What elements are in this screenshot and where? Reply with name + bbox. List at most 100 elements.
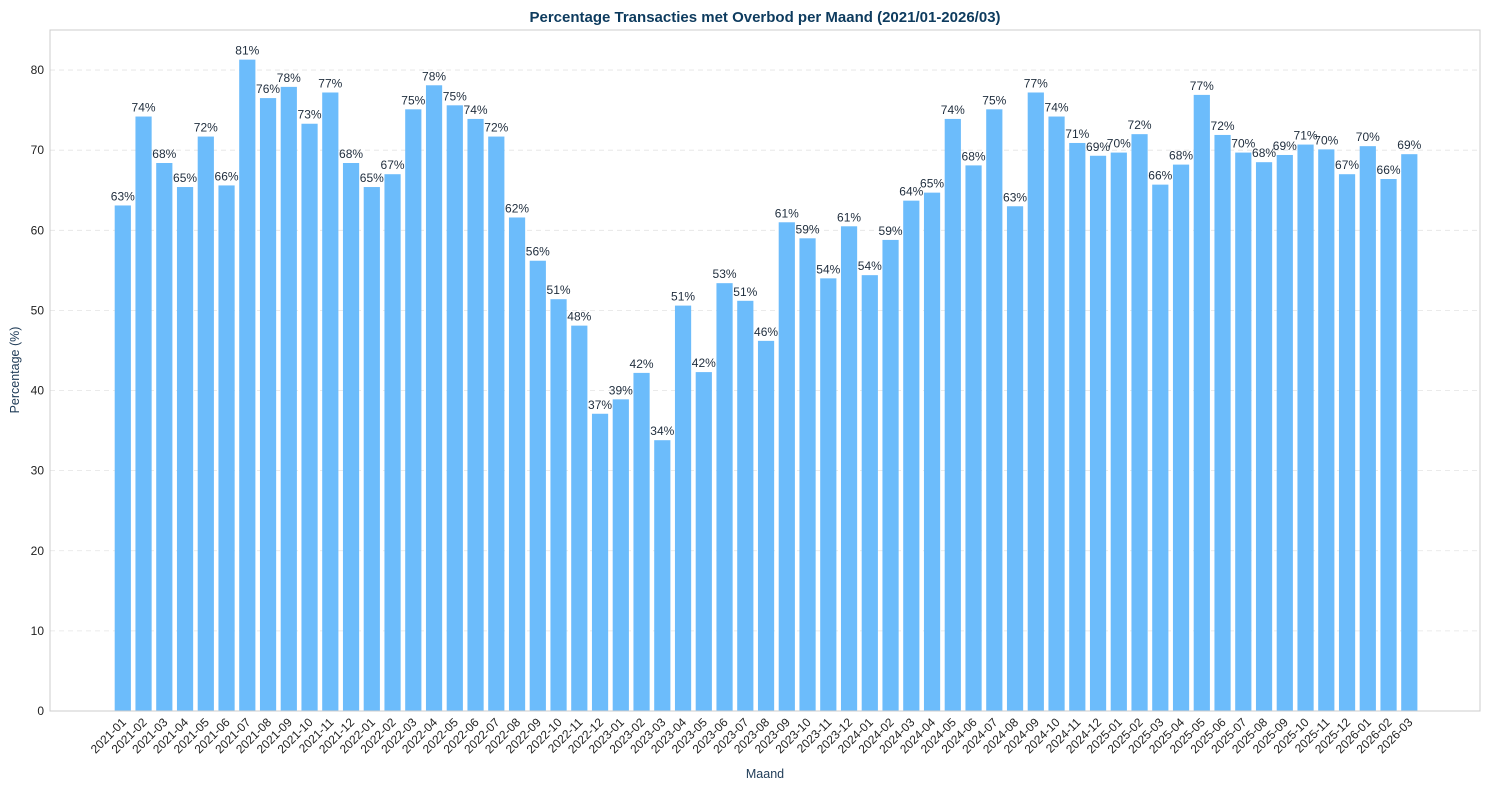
data-label: 67% bbox=[1335, 158, 1359, 172]
bar-2025-07 bbox=[1235, 152, 1252, 711]
bar-2023-04 bbox=[674, 305, 692, 711]
bar-2024-03 bbox=[903, 200, 920, 711]
data-label: 59% bbox=[796, 222, 820, 236]
bar-2022-09 bbox=[529, 260, 546, 711]
y-tick-label: 70 bbox=[31, 143, 45, 157]
data-label: 69% bbox=[1273, 139, 1297, 153]
data-label: 65% bbox=[920, 177, 944, 191]
bar-2021-01 bbox=[114, 205, 131, 711]
y-tick-label: 30 bbox=[31, 464, 45, 478]
bar-2023-02 bbox=[633, 372, 650, 711]
data-label: 53% bbox=[713, 267, 737, 281]
y-axis-ticks: 0 10 20 30 40 50 60 70 80 bbox=[31, 63, 45, 718]
bar-2021-07 bbox=[239, 59, 256, 711]
data-label: 72% bbox=[484, 121, 508, 135]
bar-2023-07 bbox=[737, 300, 754, 711]
bar-2021-09 bbox=[280, 86, 297, 711]
bar-2026-02 bbox=[1380, 179, 1397, 711]
data-label: 75% bbox=[443, 89, 467, 103]
x-axis-ticks: 2021-012021-022021-032021-042021-052021-… bbox=[88, 715, 1416, 756]
data-label: 81% bbox=[235, 44, 259, 58]
bar-2021-03 bbox=[156, 163, 173, 711]
bar-2023-06 bbox=[716, 283, 733, 711]
bar-2021-05 bbox=[197, 136, 214, 711]
data-label: 70% bbox=[1231, 137, 1255, 151]
bar-2025-11 bbox=[1318, 149, 1335, 711]
bar-2021-11 bbox=[322, 92, 339, 712]
bar-2026-01 bbox=[1359, 146, 1376, 712]
bar-2021-12 bbox=[342, 163, 360, 711]
bar-2022-03 bbox=[405, 109, 422, 711]
data-label: 74% bbox=[1045, 101, 1069, 115]
bar-2023-09 bbox=[778, 222, 795, 711]
bar-2022-07 bbox=[488, 136, 505, 711]
data-label: 77% bbox=[1190, 79, 1214, 93]
data-label: 69% bbox=[1397, 138, 1421, 152]
plot-frame bbox=[49, 29, 1481, 712]
data-label: 76% bbox=[256, 82, 280, 96]
y-tick-label: 40 bbox=[31, 384, 45, 398]
y-axis-label: Percentage (%) bbox=[8, 327, 22, 414]
bar-2022-04 bbox=[425, 85, 443, 711]
data-label: 61% bbox=[837, 210, 861, 224]
bar-2025-02 bbox=[1131, 134, 1148, 711]
bar-2022-08 bbox=[508, 217, 526, 712]
bar-2024-11 bbox=[1069, 142, 1086, 712]
data-label: 75% bbox=[982, 93, 1006, 107]
bar-2023-03 bbox=[654, 440, 671, 711]
data-label: 68% bbox=[962, 149, 986, 163]
bar-2025-09 bbox=[1276, 154, 1293, 712]
bar-2023-08 bbox=[757, 340, 775, 711]
data-label: 48% bbox=[567, 310, 591, 324]
data-label: 72% bbox=[194, 121, 218, 135]
y-tick-label: 50 bbox=[31, 303, 45, 317]
bar-2024-07 bbox=[986, 109, 1003, 711]
data-label: 63% bbox=[111, 189, 135, 203]
data-label: 70% bbox=[1314, 133, 1338, 147]
bar-2022-10 bbox=[550, 299, 567, 711]
data-label: 56% bbox=[526, 245, 550, 259]
data-label: 72% bbox=[1128, 118, 1152, 132]
data-label: 51% bbox=[547, 283, 571, 297]
data-label: 62% bbox=[505, 201, 529, 215]
y-tick-label: 60 bbox=[31, 223, 45, 237]
data-label: 70% bbox=[1107, 137, 1131, 151]
bar-2025-04 bbox=[1172, 164, 1190, 712]
data-label: 34% bbox=[650, 424, 674, 438]
data-label: 66% bbox=[215, 169, 239, 183]
x-axis-label: Maand bbox=[746, 767, 784, 781]
bar-2021-06 bbox=[218, 185, 235, 711]
data-labels: 63%74%68%65%72%66%81%76%78%73%77%68%65%6… bbox=[111, 44, 1422, 439]
bar-2022-06 bbox=[467, 118, 484, 712]
bar-2024-02 bbox=[882, 239, 899, 711]
bar-2025-10 bbox=[1297, 144, 1314, 711]
data-label: 51% bbox=[671, 290, 695, 304]
data-label: 69% bbox=[1086, 140, 1110, 154]
data-label: 51% bbox=[733, 285, 757, 299]
bar-2024-10 bbox=[1048, 116, 1065, 711]
data-label: 68% bbox=[152, 147, 176, 161]
bar-2026-03 bbox=[1401, 154, 1418, 711]
bar-2022-12 bbox=[591, 413, 609, 711]
data-label: 74% bbox=[941, 103, 965, 117]
data-label: 64% bbox=[899, 185, 923, 199]
data-label: 59% bbox=[879, 224, 903, 238]
bar-2022-11 bbox=[571, 325, 588, 711]
data-label: 68% bbox=[339, 147, 363, 161]
bar-2025-08 bbox=[1255, 162, 1273, 711]
data-label: 70% bbox=[1356, 130, 1380, 144]
data-label: 68% bbox=[1169, 149, 1193, 163]
data-label: 39% bbox=[609, 383, 633, 397]
data-label: 68% bbox=[1252, 146, 1276, 160]
data-label: 67% bbox=[381, 158, 405, 172]
bar-2024-09 bbox=[1027, 92, 1044, 712]
bar-2021-02 bbox=[135, 116, 152, 711]
data-label: 71% bbox=[1294, 129, 1318, 143]
data-label: 42% bbox=[630, 357, 654, 371]
data-label: 78% bbox=[422, 69, 446, 83]
data-label: 75% bbox=[401, 93, 425, 107]
data-label: 65% bbox=[173, 171, 197, 185]
data-label: 42% bbox=[692, 356, 716, 370]
data-label: 54% bbox=[858, 259, 882, 273]
bar-2024-12 bbox=[1089, 155, 1107, 711]
